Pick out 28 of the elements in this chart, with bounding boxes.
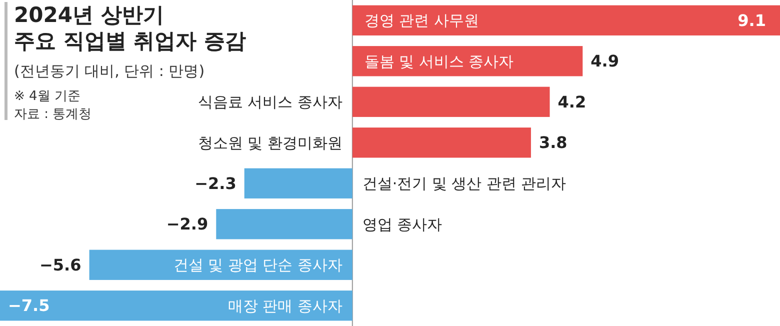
y-tick-label: 매장 판매 종사자: [228, 296, 342, 315]
y-tick-label: 청소원 및 환경미화원: [198, 134, 342, 152]
y-tick-label: 식음료 서비스 종사자: [198, 93, 342, 112]
data-label: 4.2: [558, 92, 586, 112]
y-tick-label: 영업 종사자: [362, 215, 442, 234]
bar: [0, 290, 352, 321]
data-label: 4.9: [590, 52, 619, 71]
data-label: −5.6: [40, 255, 82, 274]
data-label: −7.5: [8, 296, 50, 316]
bar: [352, 86, 550, 117]
data-label: −2.9: [166, 214, 208, 234]
bar: [216, 209, 352, 240]
bar: [352, 128, 531, 158]
data-label: 3.8: [538, 133, 568, 152]
y-tick-label: 건설·전기 및 생산 관련 관리자: [362, 174, 566, 193]
bar: [89, 250, 352, 280]
bar: [244, 168, 352, 198]
y-tick-label: 건설 및 광업 단순 종사자: [173, 256, 342, 274]
text: 2024년 상반기 주요 직업별 취업자 증감: [14, 3, 246, 53]
data-label: 9.1: [738, 10, 766, 30]
text: (전년동기 대비, 단위 : 만명): [14, 62, 205, 80]
y-tick-label: 경영 관련 사무원: [364, 12, 479, 30]
bar: [352, 5, 780, 36]
data-label: −2.3: [194, 174, 236, 193]
y-tick-label: 돌봄 및 서비스 종사자: [364, 52, 514, 70]
annotation: 자료 : 통계청: [14, 107, 92, 122]
annotation: ※ 4월 기준: [14, 89, 80, 104]
bar: [352, 46, 583, 76]
